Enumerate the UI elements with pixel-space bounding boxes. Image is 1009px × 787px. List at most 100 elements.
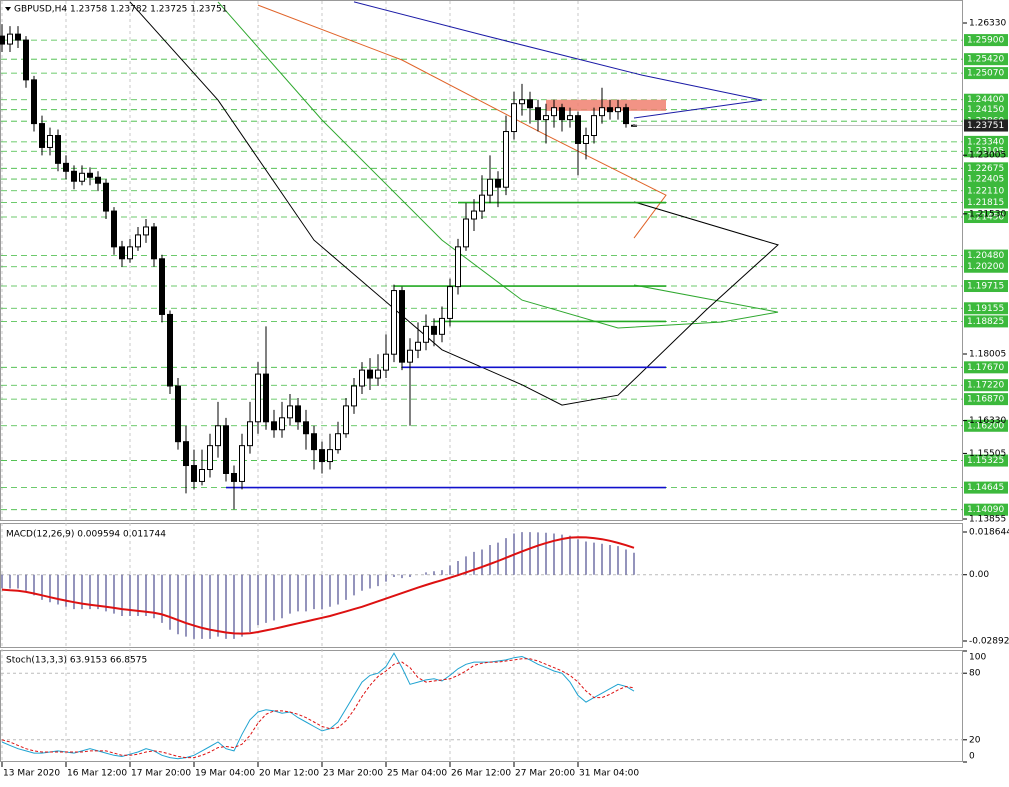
candle-body	[271, 421, 277, 431]
y-tick-label: 1.13855	[969, 515, 1006, 525]
y-tick-label: 1.21530	[969, 209, 1006, 219]
candle-body	[183, 441, 189, 467]
level-label-box	[964, 53, 1008, 66]
moving-average	[353, 1, 763, 119]
level-label-box	[964, 454, 1008, 467]
current-price-label: 1.23751	[967, 121, 1004, 131]
stoch-line	[1, 658, 635, 759]
level-label-box	[964, 419, 1008, 432]
level-label: 1.25070	[967, 69, 1004, 79]
candle-body	[231, 472, 237, 482]
candle-body	[543, 115, 549, 121]
x-tick-label: 16 Mar 12:00	[67, 769, 127, 779]
candle-body	[503, 131, 509, 188]
x-tick-label: 27 Mar 20:00	[515, 769, 575, 779]
candle-body	[7, 33, 13, 45]
candle-body	[567, 115, 573, 121]
level-label-box	[964, 315, 1008, 328]
candle-body	[311, 433, 317, 451]
level-label-box	[964, 184, 1008, 197]
candle-body	[79, 172, 85, 182]
resistance-zone	[546, 99, 666, 111]
level-label-box	[964, 361, 1008, 374]
x-tick-label: 19 Mar 04:00	[195, 769, 255, 779]
candle-body	[47, 135, 53, 148]
level-label: 1.25900	[967, 36, 1004, 46]
candle-body	[399, 290, 405, 363]
x-tick-label: 26 Mar 12:00	[451, 769, 511, 779]
level-label-box	[964, 481, 1008, 494]
chart-header: GBPUSD,H4 1.23758 1.23782 1.23725 1.2375…	[14, 5, 227, 15]
candle-body	[335, 433, 341, 451]
candle-body	[0, 35, 5, 45]
candle-body	[383, 353, 389, 371]
candle-body	[535, 107, 541, 121]
level-label: 1.19155	[967, 304, 1004, 314]
candle-body	[367, 369, 373, 379]
candle-body	[527, 99, 533, 109]
level-label: 1.15325	[967, 456, 1004, 466]
level-label: 1.20480	[967, 251, 1004, 261]
candle-body	[279, 417, 285, 431]
level-label-box	[964, 503, 1008, 516]
level-label-box	[964, 173, 1008, 186]
candle-body	[447, 286, 453, 319]
candle-body	[319, 449, 325, 463]
candle-body	[615, 107, 621, 113]
stoch-panel	[0, 650, 963, 762]
level-label: 1.16870	[967, 395, 1004, 405]
candle-body	[159, 258, 165, 315]
candle-body	[143, 226, 149, 236]
macd-signal	[1, 536, 635, 635]
y-tick-label: 1.16330	[969, 416, 1006, 426]
candle-body	[575, 115, 581, 144]
candle-body	[247, 421, 253, 447]
level-label-box	[964, 145, 1008, 158]
candle-body	[463, 218, 469, 248]
level-label-box	[964, 260, 1008, 273]
level-label: 1.22675	[967, 164, 1004, 174]
moving-average	[217, 1, 779, 329]
candle-body	[127, 246, 133, 260]
level-label: 1.23105	[967, 147, 1004, 157]
candle-body	[175, 385, 181, 443]
candle-body	[71, 170, 77, 182]
main-panel	[0, 0, 963, 521]
candle-body	[23, 39, 29, 81]
candle-body	[255, 373, 261, 423]
level-label: 1.18825	[967, 317, 1004, 327]
level-label: 1.14090	[967, 505, 1004, 515]
candle-body	[119, 246, 125, 260]
level-label-box	[964, 211, 1008, 224]
x-tick-label: 31 Mar 04:00	[579, 769, 639, 779]
candle-body	[303, 421, 309, 435]
y-tick-label: 0.018644	[969, 528, 1009, 538]
candle-body	[439, 317, 445, 335]
candle-body	[103, 182, 109, 212]
candle-body	[223, 425, 229, 474]
candle-body	[479, 194, 485, 212]
macd-panel	[0, 523, 963, 648]
level-label-box	[964, 280, 1008, 293]
candle-body	[591, 115, 597, 137]
y-tick-label: 1.15505	[969, 449, 1006, 459]
x-tick-label: 20 Mar 12:00	[259, 769, 319, 779]
candle-body	[167, 313, 173, 387]
header-arrow	[5, 7, 11, 11]
level-label: 1.17670	[967, 363, 1004, 373]
y-tick-label: 80	[969, 669, 981, 679]
y-tick-label: 1.26330	[969, 18, 1006, 28]
level-label-box	[964, 34, 1008, 47]
candle-body	[375, 369, 381, 379]
candle-body	[415, 341, 421, 351]
level-label-box	[964, 162, 1008, 175]
level-label: 1.25420	[967, 55, 1004, 65]
candle-body	[431, 325, 437, 335]
level-label: 1.14645	[967, 483, 1004, 493]
candle-body	[391, 290, 397, 355]
candle-body	[39, 123, 45, 148]
candle-body	[583, 135, 589, 144]
candle-body	[343, 405, 349, 435]
